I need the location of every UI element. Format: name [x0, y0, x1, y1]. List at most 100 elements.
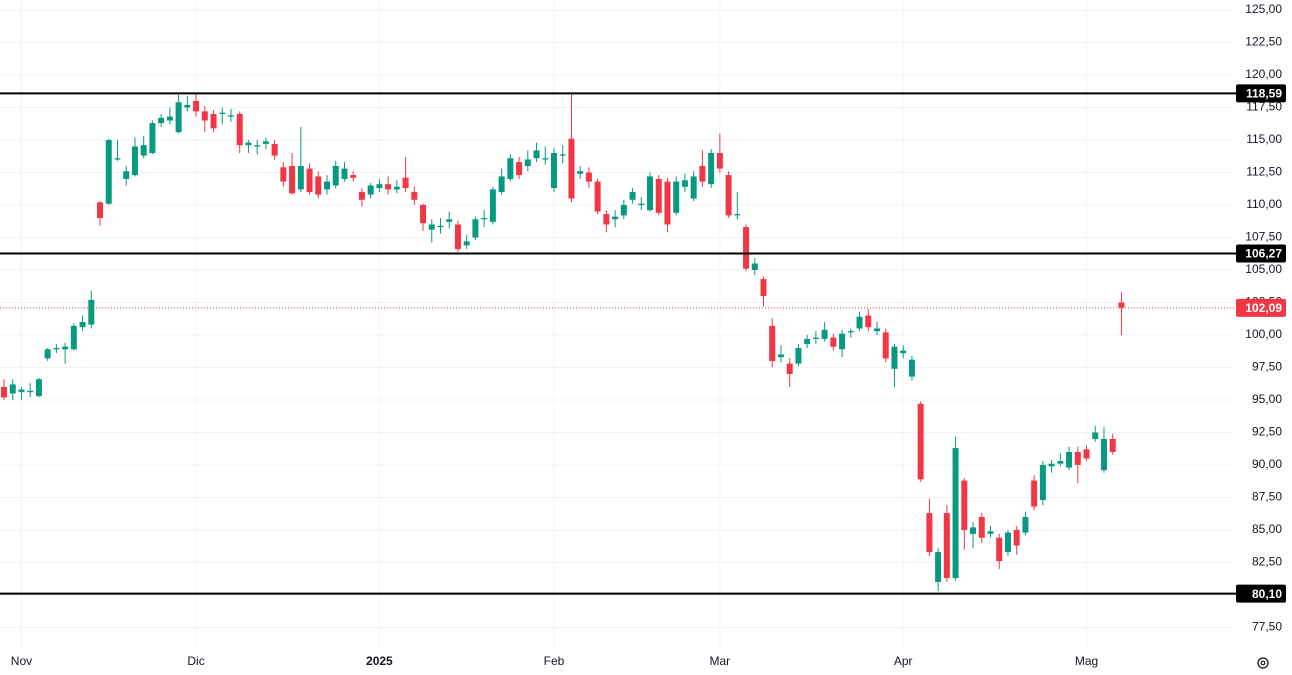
candle-body: [550, 152, 557, 189]
x-tick-label: Feb: [544, 654, 565, 668]
candle-body: [44, 349, 51, 359]
candle-body: [271, 143, 278, 156]
candle-body: [70, 325, 77, 350]
level-badge: [1236, 244, 1286, 263]
candle-body: [227, 115, 234, 117]
y-tick-label: 82,50: [1252, 555, 1282, 569]
candle-body: [315, 176, 322, 195]
candle-body: [393, 186, 400, 190]
candle-body: [594, 181, 601, 212]
candle-body: [524, 159, 531, 166]
candle-body: [219, 112, 226, 115]
candle-body: [114, 158, 121, 160]
candle-body: [1092, 432, 1099, 439]
settings-icon[interactable]: [1257, 657, 1269, 669]
candle-body: [332, 165, 339, 186]
candle-body: [839, 333, 846, 350]
candle-body: [612, 216, 619, 220]
candle-body: [725, 175, 732, 216]
candle-body: [62, 346, 69, 350]
candle-body: [664, 181, 671, 225]
y-tick-label: 120,00: [1245, 67, 1282, 81]
candle-body: [1074, 451, 1081, 465]
level-label: 118,59: [1246, 87, 1282, 101]
candle-body: [254, 145, 261, 147]
candle-body: [970, 527, 977, 534]
candle-body: [324, 181, 331, 190]
candle-body: [716, 152, 723, 169]
candle-body: [350, 175, 357, 178]
candle-body: [812, 337, 819, 339]
y-tick-label: 92,50: [1252, 425, 1282, 439]
last-price-label: 102,09: [1245, 301, 1282, 315]
candle-body: [987, 531, 994, 534]
y-tick-label: 100,00: [1245, 327, 1282, 341]
candle-body: [1118, 302, 1125, 308]
candle-body: [236, 114, 243, 146]
candle-body: [961, 480, 968, 530]
candle-body: [673, 181, 680, 213]
candle-body: [847, 331, 854, 333]
candle-body: [708, 152, 715, 185]
candle-body: [131, 146, 138, 176]
settings-gear[interactable]: [1257, 657, 1269, 669]
y-tick-label: 122,50: [1245, 35, 1282, 49]
candle-body: [952, 448, 959, 579]
candle-body: [559, 154, 566, 156]
candle-body: [481, 217, 488, 220]
candle-body: [507, 158, 514, 179]
candle-body: [88, 299, 95, 325]
candle-body: [358, 191, 365, 200]
candle-body: [437, 225, 444, 228]
candle-body: [149, 123, 156, 153]
candle-body: [385, 184, 392, 190]
candle-body: [629, 191, 636, 200]
candle-body: [53, 347, 60, 350]
candle-body: [1013, 529, 1020, 546]
candle-body: [35, 379, 42, 397]
candle-body: [568, 138, 575, 199]
candle-body: [585, 172, 592, 182]
candle-body: [18, 389, 25, 393]
candle-body: [9, 384, 16, 394]
candle-body: [926, 513, 933, 553]
candle-body: [908, 359, 915, 377]
candle-body: [516, 162, 523, 176]
candle-body: [105, 139, 112, 204]
candle-body: [760, 279, 767, 296]
candle-body: [472, 219, 479, 238]
level-badge: [1236, 584, 1286, 603]
candle-body: [874, 328, 880, 332]
y-tick-label: 125,00: [1245, 2, 1282, 16]
y-tick-label: 115,00: [1246, 132, 1282, 146]
candle-body: [935, 552, 942, 582]
candle-body: [734, 214, 741, 216]
y-tick-label: 107,50: [1245, 230, 1282, 244]
candle-body: [140, 145, 147, 156]
candle-body: [830, 337, 837, 347]
candle-body: [638, 203, 645, 205]
candle-body: [341, 168, 348, 179]
candle-body: [786, 363, 793, 374]
y-tick-label: 117,50: [1246, 100, 1282, 114]
candle-body: [1031, 480, 1038, 507]
candle-body: [262, 141, 269, 144]
y-tick-label: 97,50: [1252, 360, 1282, 374]
candle-body: [917, 403, 924, 480]
candle-body: [123, 171, 130, 179]
candle-body: [699, 165, 706, 182]
candle-body: [166, 116, 173, 121]
candle-body: [184, 104, 191, 108]
level-label: 106,27: [1245, 247, 1282, 261]
level-badge: [1236, 84, 1286, 103]
candle-body: [681, 180, 688, 187]
candle-body: [297, 165, 304, 190]
candle-body: [1039, 464, 1046, 501]
settings-gear-center[interactable]: [1260, 660, 1266, 666]
y-tick-label: 85,00: [1252, 522, 1282, 536]
x-tick-label: Dic: [187, 654, 204, 668]
candle-body: [882, 332, 889, 359]
y-tick-label: 77,50: [1252, 620, 1282, 634]
candle-body: [690, 176, 697, 199]
candle-body: [27, 390, 34, 393]
